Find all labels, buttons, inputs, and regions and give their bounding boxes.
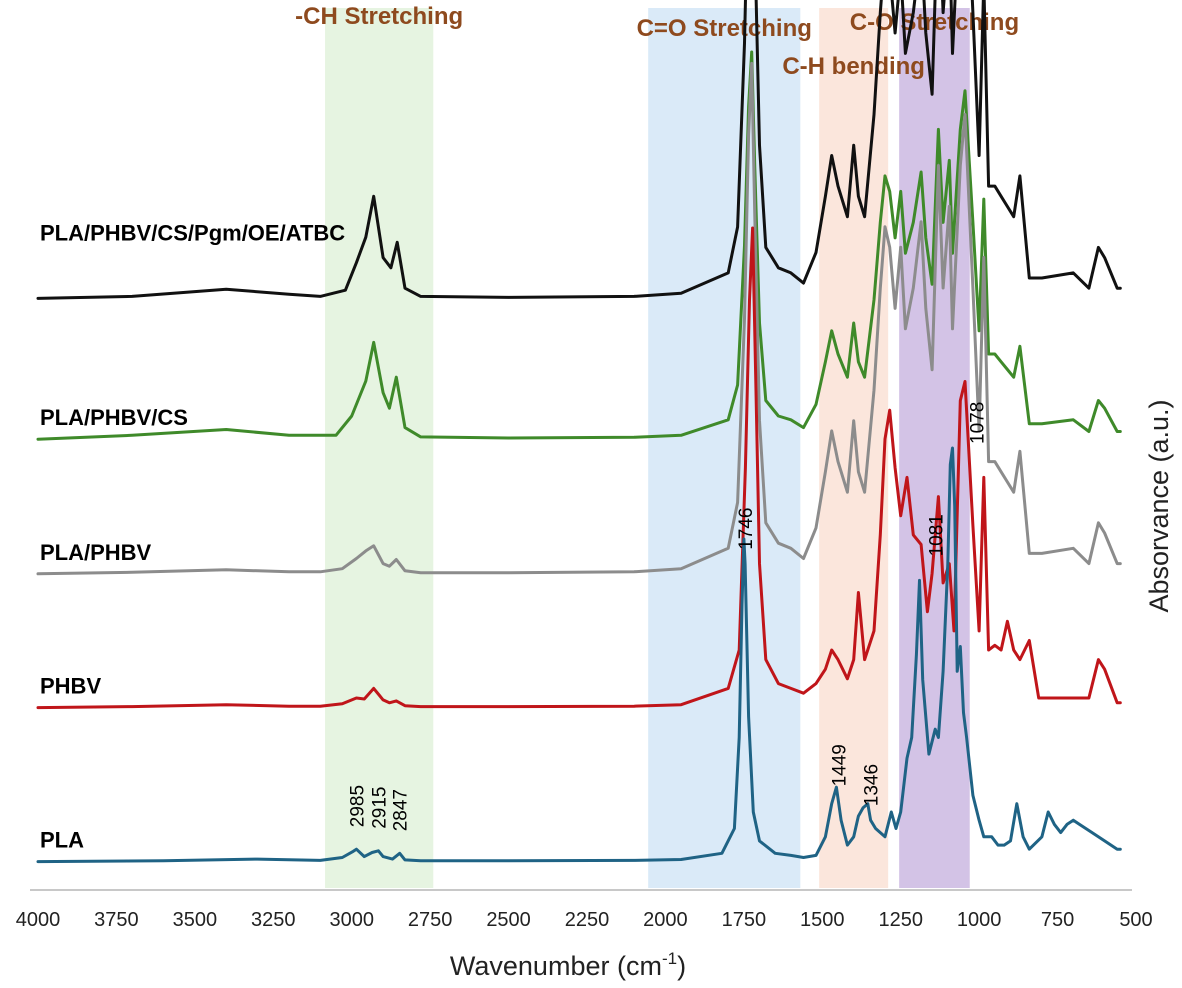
x-tick-3750: 3750 xyxy=(94,909,139,931)
peak-label-1078-7: 1078 xyxy=(968,402,989,444)
x-tick-1000: 1000 xyxy=(957,909,1002,931)
x-tick-750: 750 xyxy=(1041,909,1074,931)
x-tick-2250: 2250 xyxy=(565,909,610,931)
x-tick-4000: 4000 xyxy=(16,909,61,931)
series-label-pla-phbv-cs: PLA/PHBV/CS xyxy=(40,405,188,430)
band-label-c-h-bending: C-H bending xyxy=(782,53,925,80)
peak-labels-layer: 2985 2915 2847 1746 1449 1346 1081 1078 xyxy=(347,402,988,832)
series-line-phbv xyxy=(36,226,1122,710)
x-tick-1250: 1250 xyxy=(878,909,923,931)
series-line-pla xyxy=(36,446,1122,864)
x-tick-2500: 2500 xyxy=(486,909,531,931)
series-label-pla-phbv: PLA/PHBV xyxy=(40,540,152,565)
series-label-phbv: PHBV xyxy=(40,674,101,699)
x-tick-3000: 3000 xyxy=(329,909,374,931)
x-axis-title-close: ) xyxy=(677,951,686,981)
peak-label-1081-6: 1081 xyxy=(927,514,948,556)
x-tick-2750: 2750 xyxy=(408,909,453,931)
series-label-pla-phbv-cs-pgm-oe-atbc: PLA/PHBV/CS/Pgm/OE/ATBC xyxy=(40,220,345,245)
x-tick-3500: 3500 xyxy=(173,909,218,931)
band-ch-stretching xyxy=(325,8,434,888)
x-tick-2000: 2000 xyxy=(643,909,688,931)
band-label-ch-stretching: -CH Stretching xyxy=(295,3,463,30)
series-line-pla-phbv-cs-pgm-oe-atbc xyxy=(36,0,1122,300)
peak-label-1346-5: 1346 xyxy=(862,764,883,806)
x-tick-3250: 3250 xyxy=(251,909,296,931)
x-axis-title-text: Wavenumber (cm xyxy=(450,951,662,981)
x-axis-title-superscript: -1 xyxy=(662,949,677,968)
peak-label-1449-4: 1449 xyxy=(829,744,850,786)
x-tick-labels: 4000 3750 3500 3250 3000 2750 2500 2250 2000 1750… xyxy=(16,909,1153,931)
band-label-c-o-stretching: C=O Stretching xyxy=(637,15,812,42)
peak-label-1746-3: 1746 xyxy=(736,508,757,550)
series-labels-layer: PLA/PHBV/CS/Pgm/OE/ATBC PLA/PHBV/CS PLA/PH… xyxy=(40,220,345,852)
x-axis-title: Wavenumber (cm-1) xyxy=(450,949,686,981)
spectra-layer xyxy=(36,0,1122,864)
x-tick-1500: 1500 xyxy=(800,909,845,931)
series-label-pla: PLA xyxy=(40,828,84,853)
peak-label-2985-0: 2985 xyxy=(347,785,368,827)
x-tick-500: 500 xyxy=(1119,909,1152,931)
band-c-o-stretching xyxy=(648,8,801,888)
peak-label-2847-2: 2847 xyxy=(391,789,412,831)
y-axis-title: Absorvance (a.u.) xyxy=(1144,399,1174,612)
x-tick-1750: 1750 xyxy=(722,909,767,931)
peak-label-2915-1: 2915 xyxy=(369,787,390,829)
series-line-pla-phbv-cs xyxy=(36,50,1122,441)
series-line-pla-phbv xyxy=(36,61,1122,576)
